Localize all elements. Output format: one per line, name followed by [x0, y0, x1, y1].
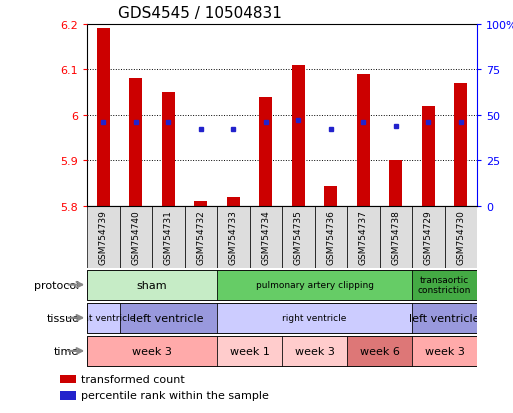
Bar: [87, 206, 120, 268]
Text: right ventricle: right ventricle: [71, 313, 135, 323]
Text: week 6: week 6: [360, 346, 400, 356]
Bar: [129, 79, 143, 206]
Text: GSM754732: GSM754732: [196, 210, 205, 265]
Bar: [282, 336, 347, 366]
Bar: [120, 303, 217, 333]
Bar: [260, 97, 272, 206]
Text: week 3: week 3: [425, 346, 465, 356]
Bar: [152, 206, 185, 268]
Text: GSM754739: GSM754739: [99, 210, 108, 265]
Bar: [120, 206, 152, 268]
Bar: [61, 375, 76, 383]
Text: week 3: week 3: [294, 346, 334, 356]
Text: GSM754734: GSM754734: [262, 210, 270, 265]
Bar: [250, 206, 282, 268]
Bar: [217, 303, 412, 333]
Text: sham: sham: [137, 280, 168, 290]
Bar: [389, 161, 402, 206]
Bar: [357, 75, 370, 206]
Bar: [87, 270, 217, 300]
Bar: [185, 206, 217, 268]
Bar: [324, 186, 338, 206]
Bar: [217, 206, 250, 268]
Bar: [380, 206, 412, 268]
Text: week 3: week 3: [132, 346, 172, 356]
Text: left ventricle: left ventricle: [409, 313, 480, 323]
Text: GSM754733: GSM754733: [229, 210, 238, 265]
Bar: [412, 206, 445, 268]
Bar: [217, 270, 412, 300]
Bar: [292, 66, 305, 206]
Text: protocol: protocol: [34, 280, 80, 290]
Text: transaortic
constriction: transaortic constriction: [418, 275, 471, 294]
Bar: [422, 107, 435, 206]
Text: time: time: [54, 346, 80, 356]
Text: GSM754729: GSM754729: [424, 210, 433, 265]
Text: tissue: tissue: [46, 313, 80, 323]
Bar: [87, 336, 217, 366]
Text: right ventricle: right ventricle: [283, 313, 347, 323]
Bar: [227, 197, 240, 206]
Bar: [162, 93, 175, 206]
Text: GSM754730: GSM754730: [457, 210, 465, 265]
Text: GSM754731: GSM754731: [164, 210, 173, 265]
Text: GSM754740: GSM754740: [131, 210, 141, 265]
Bar: [412, 336, 477, 366]
Bar: [412, 303, 477, 333]
Text: GDS4545 / 10504831: GDS4545 / 10504831: [119, 6, 282, 21]
Text: GSM754736: GSM754736: [326, 210, 336, 265]
Bar: [194, 202, 207, 206]
Bar: [347, 206, 380, 268]
Bar: [97, 29, 110, 206]
Text: percentile rank within the sample: percentile rank within the sample: [81, 391, 268, 401]
Bar: [61, 392, 76, 400]
Text: GSM754735: GSM754735: [294, 210, 303, 265]
Bar: [314, 206, 347, 268]
Bar: [455, 84, 467, 206]
Bar: [87, 303, 120, 333]
Text: pulmonary artery clipping: pulmonary artery clipping: [255, 280, 373, 290]
Text: week 1: week 1: [230, 346, 270, 356]
Text: left ventricle: left ventricle: [133, 313, 204, 323]
Bar: [347, 336, 412, 366]
Text: GSM754737: GSM754737: [359, 210, 368, 265]
Text: GSM754738: GSM754738: [391, 210, 400, 265]
Bar: [412, 270, 477, 300]
Text: transformed count: transformed count: [81, 374, 184, 384]
Bar: [282, 206, 314, 268]
Bar: [217, 336, 282, 366]
Bar: [445, 206, 477, 268]
